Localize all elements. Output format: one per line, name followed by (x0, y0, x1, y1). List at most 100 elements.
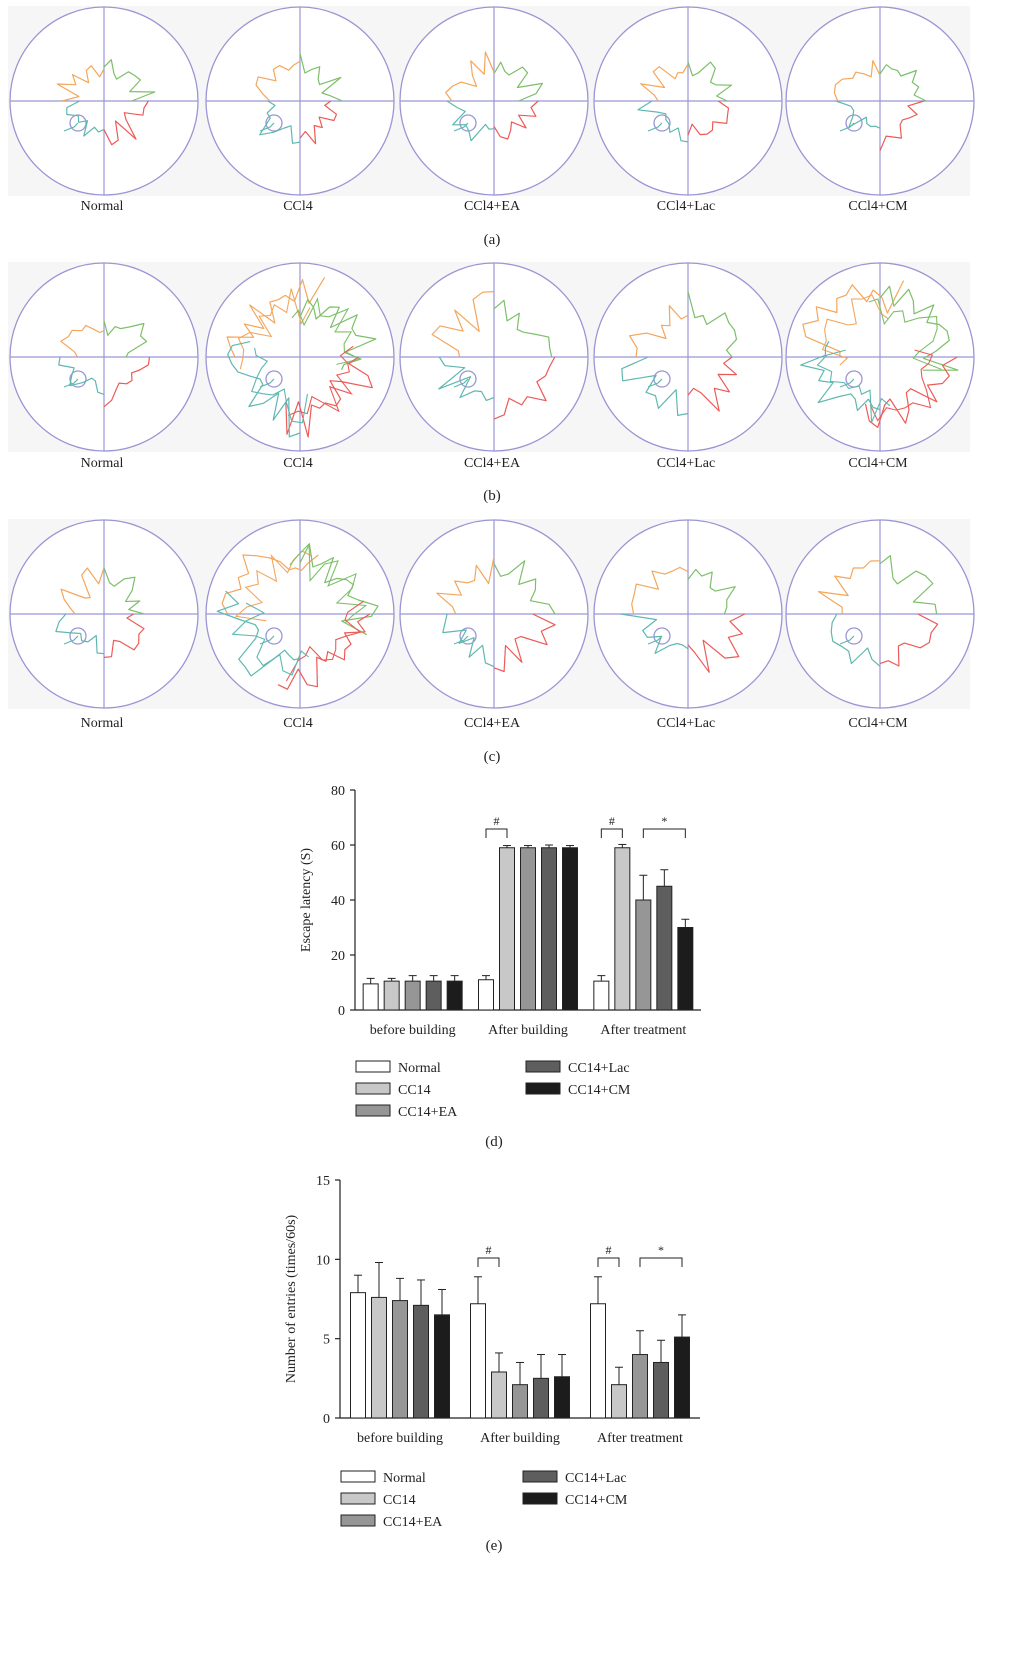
swim-trace-extra (869, 349, 934, 422)
x-category-label: before building (357, 1431, 443, 1446)
pool-1 (205, 262, 395, 452)
pool-2 (399, 6, 589, 196)
swim-trace-teal (637, 100, 689, 143)
swim-trace-orange (60, 567, 105, 615)
bar-3-0 (413, 1304, 429, 1419)
significance-marker: * (658, 1243, 664, 1257)
significance-bracket (600, 828, 623, 838)
bar-3-2 (656, 885, 673, 1011)
trace-panel-b: Normal CCl4 CCl4+EA CCl4+Lac CCl4+CM (b) (8, 262, 975, 504)
swim-trace-red (864, 356, 958, 428)
swim-trace-extra (291, 297, 362, 365)
swim-trace-end (63, 378, 79, 388)
platform-circle (459, 370, 477, 388)
group-caption: CCl4+EA (464, 199, 521, 214)
legend-label-4: CC14+CM (565, 1493, 628, 1508)
pool-1 (205, 519, 395, 709)
swim-trace-red (103, 356, 151, 408)
bar-0-0 (350, 1292, 366, 1419)
swim-trace-end (453, 122, 469, 132)
legend-swatch-2 (340, 1514, 376, 1527)
swim-trace-extra (250, 347, 309, 424)
group-caption: CCl4+EA (464, 456, 521, 471)
swim-trace-green (103, 320, 148, 358)
swim-trace-end (647, 122, 663, 132)
pool-4 (785, 262, 975, 452)
bar-1-1 (491, 1371, 507, 1419)
bar-3-2 (653, 1361, 669, 1419)
swim-trace-teal (835, 100, 881, 129)
swim-trace-red (493, 613, 556, 673)
group-caption: CCl4+Lac (657, 716, 715, 731)
bar-3-0 (425, 980, 442, 1011)
swim-trace-green (687, 291, 738, 358)
swim-trace-end (453, 635, 469, 645)
swim-trace-green (493, 560, 556, 615)
platform-circle (653, 627, 671, 645)
legend-label-2: CC14+EA (398, 1105, 458, 1120)
swim-trace-green (879, 64, 927, 102)
swim-trace-end (453, 378, 469, 388)
pool-2 (399, 519, 589, 709)
y-tick-label: 5 (323, 1333, 330, 1348)
group-caption: CCl4+CM (848, 716, 908, 731)
swim-trace-teal (621, 356, 689, 416)
swim-trace-orange (445, 51, 495, 102)
y-tick-label: 0 (338, 1004, 345, 1019)
platform-circle (69, 370, 87, 388)
pool-1 (205, 6, 395, 196)
swim-trace-green (879, 555, 938, 615)
swim-trace-extra (285, 600, 365, 682)
swim-trace-orange (833, 60, 881, 102)
bar-2-2 (635, 899, 652, 1011)
bar-4-2 (677, 927, 694, 1011)
swim-trace-extra (231, 602, 310, 676)
legend-label-4: CC14+CM (568, 1083, 631, 1098)
legend-label-3: CC14+Lac (568, 1061, 630, 1076)
bar-2-0 (404, 980, 421, 1011)
swim-trace-end (63, 122, 79, 132)
number-of-entries-chart: 0 5 10 15 Number of entries (times/60s) befor… (284, 1174, 700, 1554)
bar-0-1 (470, 1303, 486, 1419)
swim-trace-teal (55, 613, 105, 655)
x-category-label: After building (488, 1023, 568, 1038)
swim-trace-green (687, 568, 736, 615)
swim-trace-green (103, 567, 145, 615)
bar-4-0 (446, 980, 463, 1011)
swim-trace-extra (868, 298, 942, 371)
group-caption: CCl4 (283, 456, 313, 471)
group-caption: CCl4 (283, 199, 313, 214)
swim-trace-red (277, 613, 371, 690)
x-category-label: before building (370, 1023, 456, 1038)
swim-trace-red (493, 356, 556, 420)
significance-marker: * (661, 814, 667, 828)
swim-trace-teal (259, 100, 301, 144)
trace-panel-a: Normal CCl4 CCl4+EA CCl4+Lac CCl4+CM (a) (8, 6, 975, 248)
pool-0 (9, 6, 199, 196)
platform-circle (459, 627, 477, 645)
pool-3 (593, 519, 783, 709)
panel-label: (a) (484, 232, 501, 248)
bar-1-2 (614, 847, 631, 1011)
bar-0-1 (478, 979, 494, 1011)
x-category-label: After treatment (597, 1431, 683, 1446)
legend-label-3: CC14+Lac (565, 1471, 627, 1486)
y-tick-label: 20 (331, 949, 345, 964)
swim-trace-teal (620, 613, 689, 654)
swim-trace-red (103, 100, 149, 146)
legend-swatch-3 (522, 1470, 558, 1483)
swim-trace-orange (221, 554, 319, 615)
group-caption: Normal (81, 716, 124, 731)
pool-0 (9, 519, 199, 709)
bar-2-1 (512, 1384, 528, 1419)
swim-trace-green (687, 61, 733, 102)
swim-trace-red (103, 613, 145, 658)
platform-circle (265, 114, 283, 132)
x-category-label: After treatment (600, 1023, 686, 1038)
panel-label: (d) (485, 1134, 503, 1150)
swim-trace-teal (800, 340, 881, 411)
bar-4-2 (674, 1336, 690, 1419)
y-tick-label: 80 (331, 784, 345, 799)
swim-trace-end (647, 635, 663, 645)
swim-trace-teal (58, 356, 105, 395)
